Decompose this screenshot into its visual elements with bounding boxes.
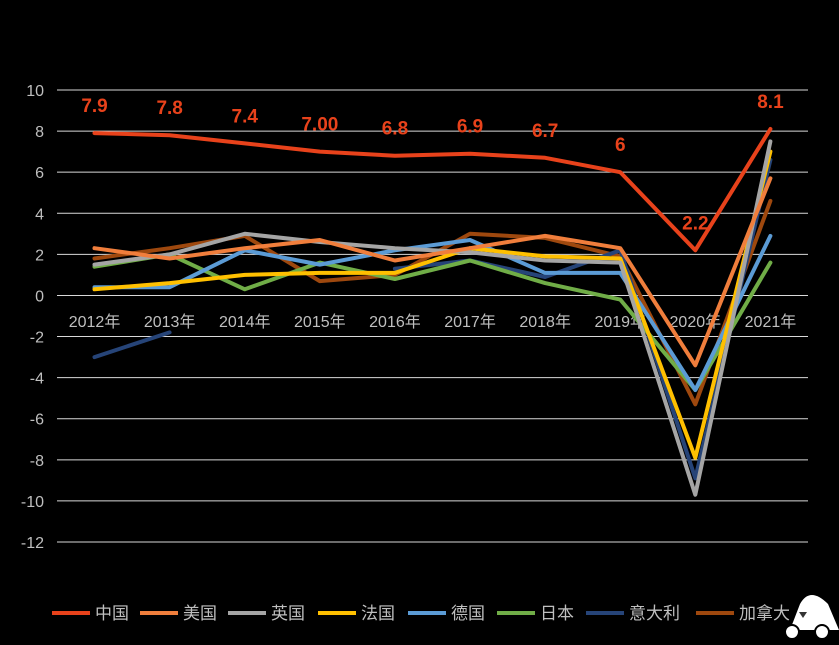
series-line <box>92 149 773 460</box>
series-line <box>92 252 773 392</box>
x-tick-label: 2013年 <box>144 313 196 331</box>
series-line <box>92 127 773 253</box>
legend-label: 英国 <box>271 604 305 624</box>
x-tick-label: 2018年 <box>519 313 571 331</box>
legend-label: 加拿大 <box>739 603 790 624</box>
y-tick-label: 0 <box>35 288 44 305</box>
y-tick-label: 4 <box>35 206 44 223</box>
series-lines <box>92 127 773 497</box>
data-label: 6.7 <box>532 121 558 142</box>
legend: 中国 美国 英国 法国 德国 日本 意大利 加拿大 <box>52 603 790 624</box>
data-label: 6.9 <box>457 117 483 138</box>
data-label: 2.2 <box>682 213 708 234</box>
y-tick-label: 2 <box>35 247 44 264</box>
y-tick-label: -6 <box>30 412 44 429</box>
y-axis-tick-labels: 10 8 6 4 2 0 -2 -4 -6 -8 -10 -12 <box>21 83 44 552</box>
legend-label: 中国 <box>95 604 129 624</box>
data-label: 7.00 <box>301 115 338 136</box>
data-label: 8.1 <box>757 92 784 113</box>
data-label: 6 <box>615 135 626 156</box>
data-label: 7.4 <box>232 106 259 127</box>
y-tick-label: -2 <box>30 330 44 347</box>
y-tick-label: -8 <box>30 453 44 470</box>
legend-label: 法国 <box>361 604 395 624</box>
y-tick-label: 6 <box>35 165 44 182</box>
series-line <box>92 198 773 407</box>
series-line <box>92 176 773 368</box>
data-label: 7.8 <box>156 98 182 119</box>
y-tick-label: -10 <box>21 494 44 511</box>
data-labels: 7.9 7.8 7.4 7.00 6.8 6.9 6.7 6 2.2 8.1 <box>81 92 784 234</box>
x-tick-label: 2016年 <box>369 313 421 331</box>
watermark-car-icon <box>784 595 839 640</box>
x-tick-label: 2012年 <box>69 313 121 331</box>
x-tick-label: 2021年 <box>745 313 797 331</box>
legend-label: 美国 <box>183 604 217 624</box>
x-tick-label: 2014年 <box>219 313 271 331</box>
y-tick-label: 8 <box>35 124 44 141</box>
legend-label: 意大利 <box>629 604 680 624</box>
series-line <box>92 233 773 392</box>
legend-label: 日本 <box>540 604 574 624</box>
y-tick-label: 10 <box>26 83 44 100</box>
series-line <box>92 139 773 497</box>
x-axis-tick-labels: 2012年 2013年 2014年 2015年 2016年 2017年 2018年 2019年… <box>69 313 797 331</box>
data-label: 6.8 <box>382 119 408 140</box>
y-tick-label: -12 <box>21 535 44 552</box>
x-tick-label: 2020年 <box>670 313 722 331</box>
x-tick-label: 2015年 <box>294 313 346 331</box>
data-label: 7.9 <box>81 96 107 117</box>
series-line <box>92 330 172 360</box>
x-tick-label: 2017年 <box>444 313 496 331</box>
legend-label: 德国 <box>451 604 485 624</box>
y-tick-label: -4 <box>30 371 44 388</box>
